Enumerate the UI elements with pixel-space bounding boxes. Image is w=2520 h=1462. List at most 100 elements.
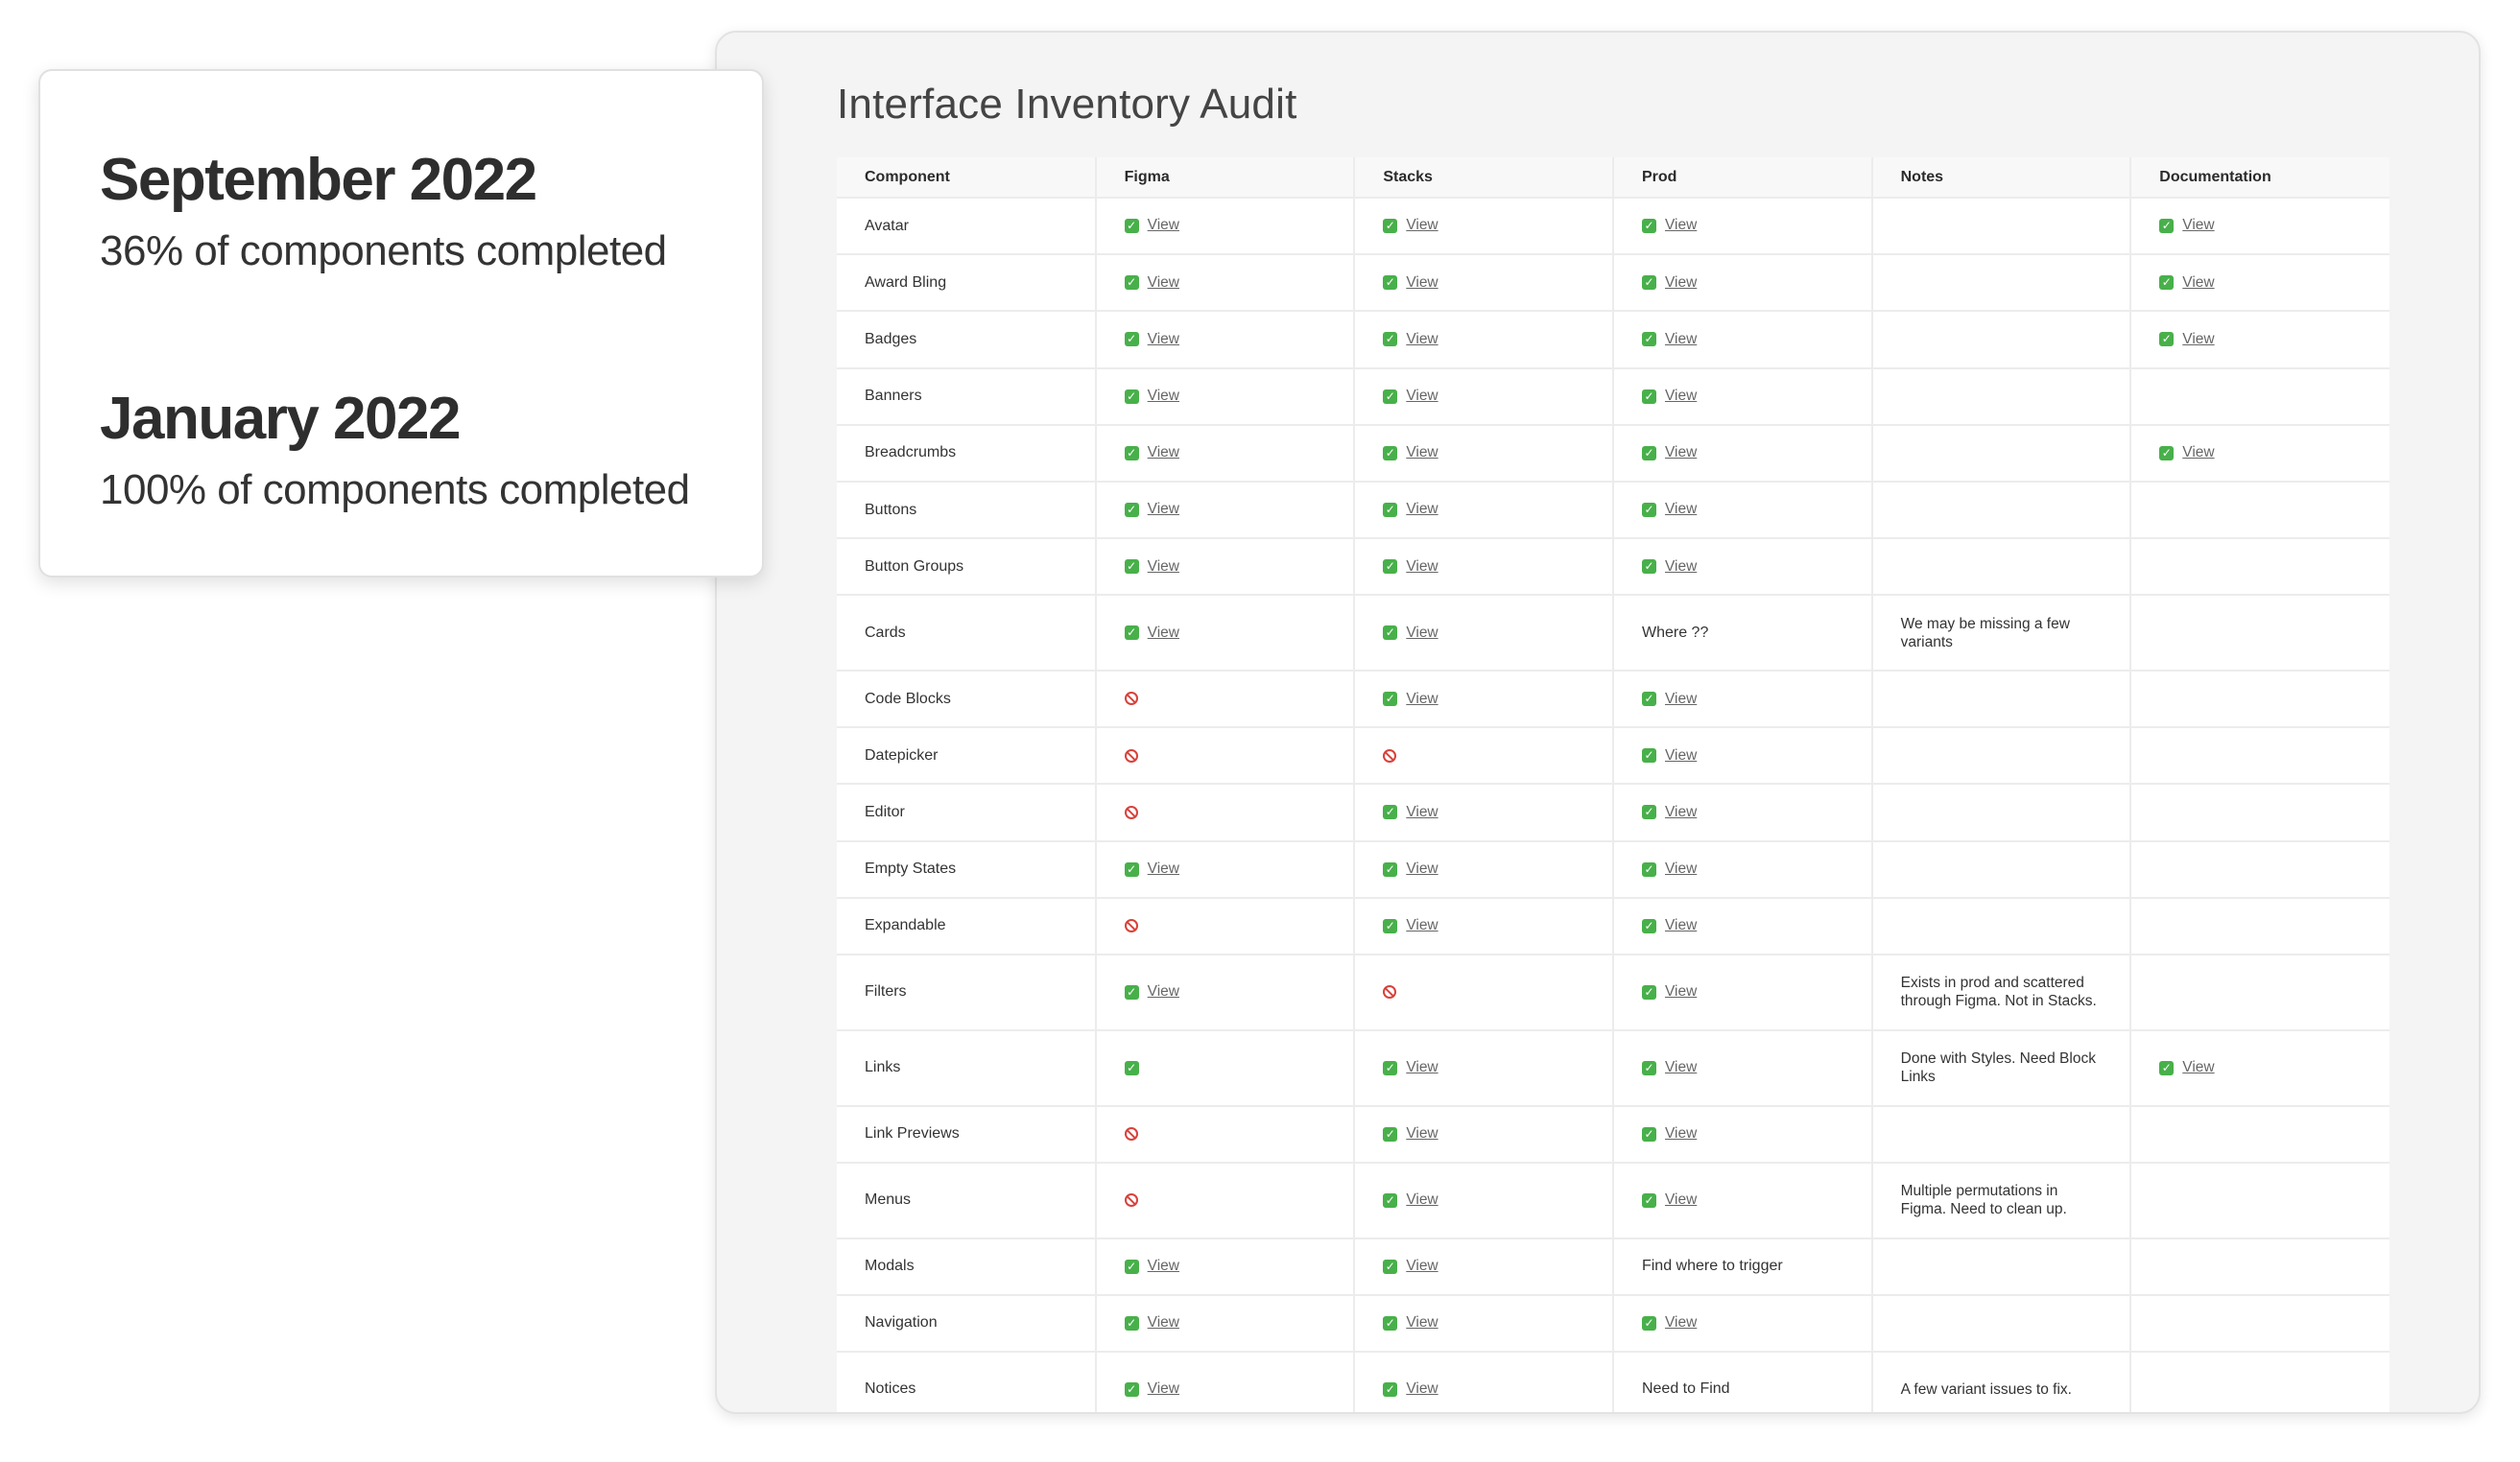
view-link[interactable]: View [2182,1059,2215,1076]
prod-cell: ✓ View [1612,1029,1873,1107]
green-checkmark-icon: ✓ [1641,692,1656,707]
documentation-cell [2130,671,2389,729]
green-checkmark-icon: ✓ [1124,332,1139,347]
view-link[interactable]: View [1406,330,1438,347]
view-link[interactable]: View [1147,1258,1179,1275]
documentation-cell [2130,784,2389,842]
green-checkmark-icon: ✓ [2159,218,2175,233]
view-link[interactable]: View [1406,1191,1438,1209]
view-link[interactable]: View [1406,803,1438,820]
view-link[interactable]: View [1147,273,1179,291]
view-link[interactable]: View [1147,624,1179,641]
prod-cell: Find where to trigger [1612,1238,1873,1296]
green-checkmark-icon: ✓ [1383,445,1398,460]
documentation-cell: ✓ View [2130,198,2389,256]
green-checkmark-icon: ✓ [1383,218,1398,233]
table-row: Button Groups ✓ View ✓ View ✓ View [837,538,2389,597]
view-link[interactable]: View [1406,1059,1438,1076]
view-link[interactable]: View [1664,983,1698,1001]
notes-cell: A few variant issues to fix. [1871,1352,2132,1412]
view-link[interactable]: View [1664,217,1698,234]
stacks-cell: ✓ View [1354,897,1614,956]
view-link[interactable]: View [1406,501,1438,518]
view-link[interactable]: View [1664,330,1698,347]
view-link[interactable]: View [1406,624,1438,641]
red-prohibited-icon [1124,1192,1138,1207]
view-link[interactable]: View [1664,803,1698,820]
view-link[interactable]: View [1406,690,1438,707]
figma-cell [1095,1105,1356,1164]
status-text: Where ?? [1641,624,1709,641]
green-checkmark-icon: ✓ [1383,1192,1398,1208]
green-checkmark-icon: ✓ [1383,559,1398,575]
prod-cell: ✓ View [1612,538,1873,597]
view-link[interactable]: View [1664,1059,1698,1076]
view-link[interactable]: View [1147,1380,1179,1398]
view-link[interactable]: View [1664,557,1698,575]
view-link[interactable]: View [2182,217,2215,234]
view-link[interactable]: View [1406,1258,1438,1275]
red-prohibited-icon [1124,748,1138,763]
stacks-cell: ✓ View [1354,671,1614,729]
figma-cell: ✓ View [1095,840,1356,899]
view-link[interactable]: View [1406,557,1438,575]
green-checkmark-icon: ✓ [1641,502,1656,517]
view-link[interactable]: View [1664,1191,1698,1209]
view-link[interactable]: View [1664,690,1698,707]
view-link[interactable]: View [1147,444,1179,461]
table-row: Buttons ✓ View ✓ View ✓ View [837,481,2389,540]
view-link[interactable]: View [1406,917,1438,934]
view-link[interactable]: View [1664,388,1698,405]
figma-cell: ✓ View [1095,1238,1356,1296]
view-link[interactable]: View [1147,1314,1179,1332]
view-link[interactable]: View [1147,330,1179,347]
view-link[interactable]: View [1406,388,1438,405]
prod-cell: Where ?? [1612,595,1873,672]
notes-cell: We may be missing a few variants [1871,595,2132,672]
component-name-cell: Notices [837,1352,1097,1412]
note-text: A few variant issues to fix. [1900,1380,2072,1398]
documentation-cell [2130,481,2389,540]
view-link[interactable]: View [1406,273,1438,291]
view-link[interactable]: View [1147,388,1179,405]
view-link[interactable]: View [1664,501,1698,518]
stacks-cell: ✓ View [1354,595,1614,672]
view-link[interactable]: View [1406,444,1438,461]
red-prohibited-icon [1124,1127,1138,1141]
figma-cell [1095,784,1356,842]
view-link[interactable]: View [1664,273,1698,291]
view-link[interactable]: View [1147,557,1179,575]
view-link[interactable]: View [1664,861,1698,878]
green-checkmark-icon: ✓ [1641,275,1656,291]
view-link[interactable]: View [2182,444,2215,461]
green-checkmark-icon: ✓ [2159,275,2175,291]
table-row: Menus ✓ View ✓ View Multiple permutations in … [837,1162,2389,1239]
view-link[interactable]: View [1406,1380,1438,1398]
stacks-cell: ✓ View [1354,311,1614,369]
view-link[interactable]: View [1664,917,1698,934]
view-link[interactable]: View [1664,444,1698,461]
view-link[interactable]: View [1147,501,1179,518]
view-link[interactable]: View [1147,983,1179,1001]
component-name-cell: Cards [837,595,1097,672]
view-link[interactable]: View [2182,330,2215,347]
green-checkmark-icon: ✓ [1383,1259,1398,1274]
view-link[interactable]: View [1664,1125,1698,1143]
view-link[interactable]: View [1406,217,1438,234]
view-link[interactable]: View [1664,1314,1698,1332]
view-link[interactable]: View [1147,217,1179,234]
view-link[interactable]: View [2182,273,2215,291]
view-link[interactable]: View [1664,746,1698,764]
status-text: Need to Find [1641,1380,1730,1398]
view-link[interactable]: View [1406,861,1438,878]
view-link[interactable]: View [1406,1125,1438,1143]
table-row: Links ✓ ✓ View ✓ View Done with Styles. Need B… [837,1029,2389,1107]
view-link[interactable]: View [1406,1314,1438,1332]
green-checkmark-icon: ✓ [1641,918,1656,933]
figma-cell: ✓ View [1095,198,1356,256]
figma-cell: ✓ View [1095,367,1356,426]
component-name-cell: Filters [837,955,1097,1031]
view-link[interactable]: View [1147,861,1179,878]
prod-cell: ✓ View [1612,727,1873,786]
notes-cell [1871,1238,2132,1296]
